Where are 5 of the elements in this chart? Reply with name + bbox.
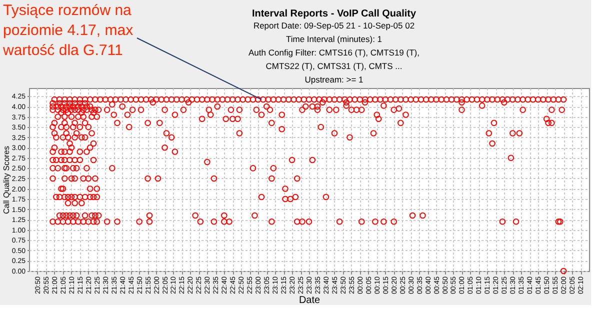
x-axis-title: Date (298, 295, 320, 306)
annotation: Tysiące rozmów na poziomie 4.17, max wartość dla G.711 (2, 2, 134, 59)
chart-subtitle: Report Date: 09-Sep-05 21 - 10-Sep-05 02 Time Interval (minutes): 1 Auth Config Filter: CMTS16 (T), CMTS19 (T), CMTS22 (T), CMTS31 (T), CMTS ... Upstream: >= 1 (248, 20, 420, 84)
y-axis-title: Call Quality Scores (2, 146, 11, 214)
chart-title: Interval Reports - VoIP Call Quality (252, 8, 416, 20)
